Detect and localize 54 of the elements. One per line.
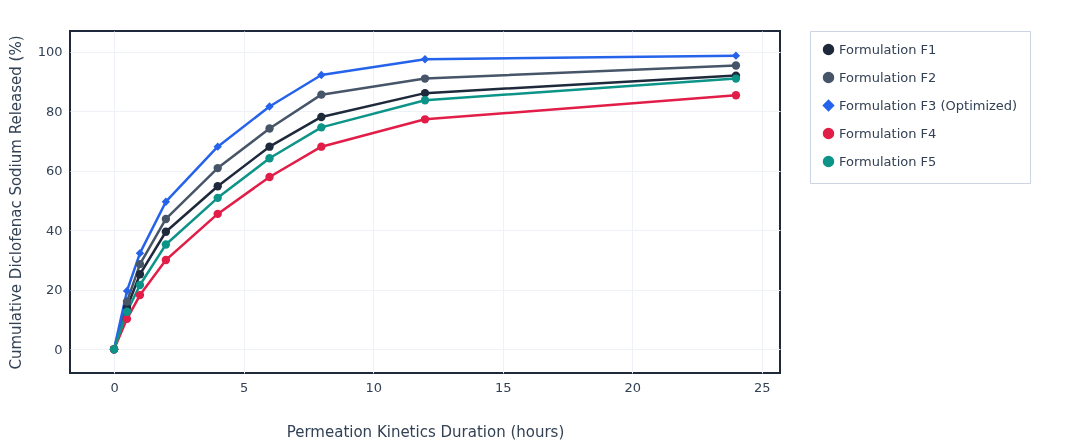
point: [420, 74, 430, 83]
y-tick-label: 40: [45, 222, 63, 238]
point: [213, 163, 222, 173]
point: [317, 90, 326, 99]
point: [161, 240, 171, 249]
y-tick-label: 100: [37, 44, 63, 60]
x-tick-label: 25: [754, 379, 771, 395]
y-tick-label: 20: [45, 282, 63, 298]
x-tick-label: 5: [239, 379, 249, 395]
point: [161, 197, 171, 206]
point: [317, 70, 326, 80]
point: [317, 112, 326, 122]
x-tick-label: 15: [494, 379, 512, 395]
point: [420, 115, 430, 124]
y-tick-label: 0: [54, 341, 63, 357]
x-tick-label: 20: [624, 379, 642, 395]
point: [213, 142, 222, 151]
legend-label: Formulation F4: [839, 125, 937, 141]
point: [135, 259, 145, 269]
point: [122, 297, 132, 306]
point: [731, 61, 741, 70]
point: [135, 290, 145, 300]
point: [122, 307, 132, 316]
point: [135, 280, 145, 290]
x-tick-label: 10: [365, 379, 382, 395]
point: [265, 172, 274, 182]
point: [317, 123, 326, 132]
point: [213, 193, 222, 203]
point: [213, 209, 222, 219]
y-tick-label: 60: [45, 163, 63, 179]
legend-label: Formulation F5: [839, 153, 937, 169]
point: [731, 51, 741, 60]
legend-label: Formulation F1: [839, 41, 937, 57]
point: [420, 55, 430, 64]
point: [265, 142, 274, 151]
point: [731, 91, 741, 100]
legend-label: Formulation F2: [839, 69, 937, 85]
point: [135, 248, 145, 258]
point: [135, 270, 145, 279]
point: [265, 102, 274, 111]
y-axis-title: Cumulative Diclofenac Sodium Released (%): [6, 35, 25, 370]
legend-label: Formulation F3 (Optimized): [839, 97, 1018, 113]
x-axis-title: Permeation Kinetics Duration (hours): [286, 422, 565, 441]
y-tick-label: 80: [45, 103, 63, 119]
point: [122, 286, 132, 296]
point: [265, 154, 274, 163]
point: [161, 214, 171, 224]
x-tick-label: 0: [110, 379, 119, 395]
point: [420, 96, 430, 105]
point: [161, 227, 171, 236]
point: [265, 124, 274, 133]
point: [317, 142, 326, 151]
point: [213, 182, 222, 191]
point: [161, 255, 171, 265]
